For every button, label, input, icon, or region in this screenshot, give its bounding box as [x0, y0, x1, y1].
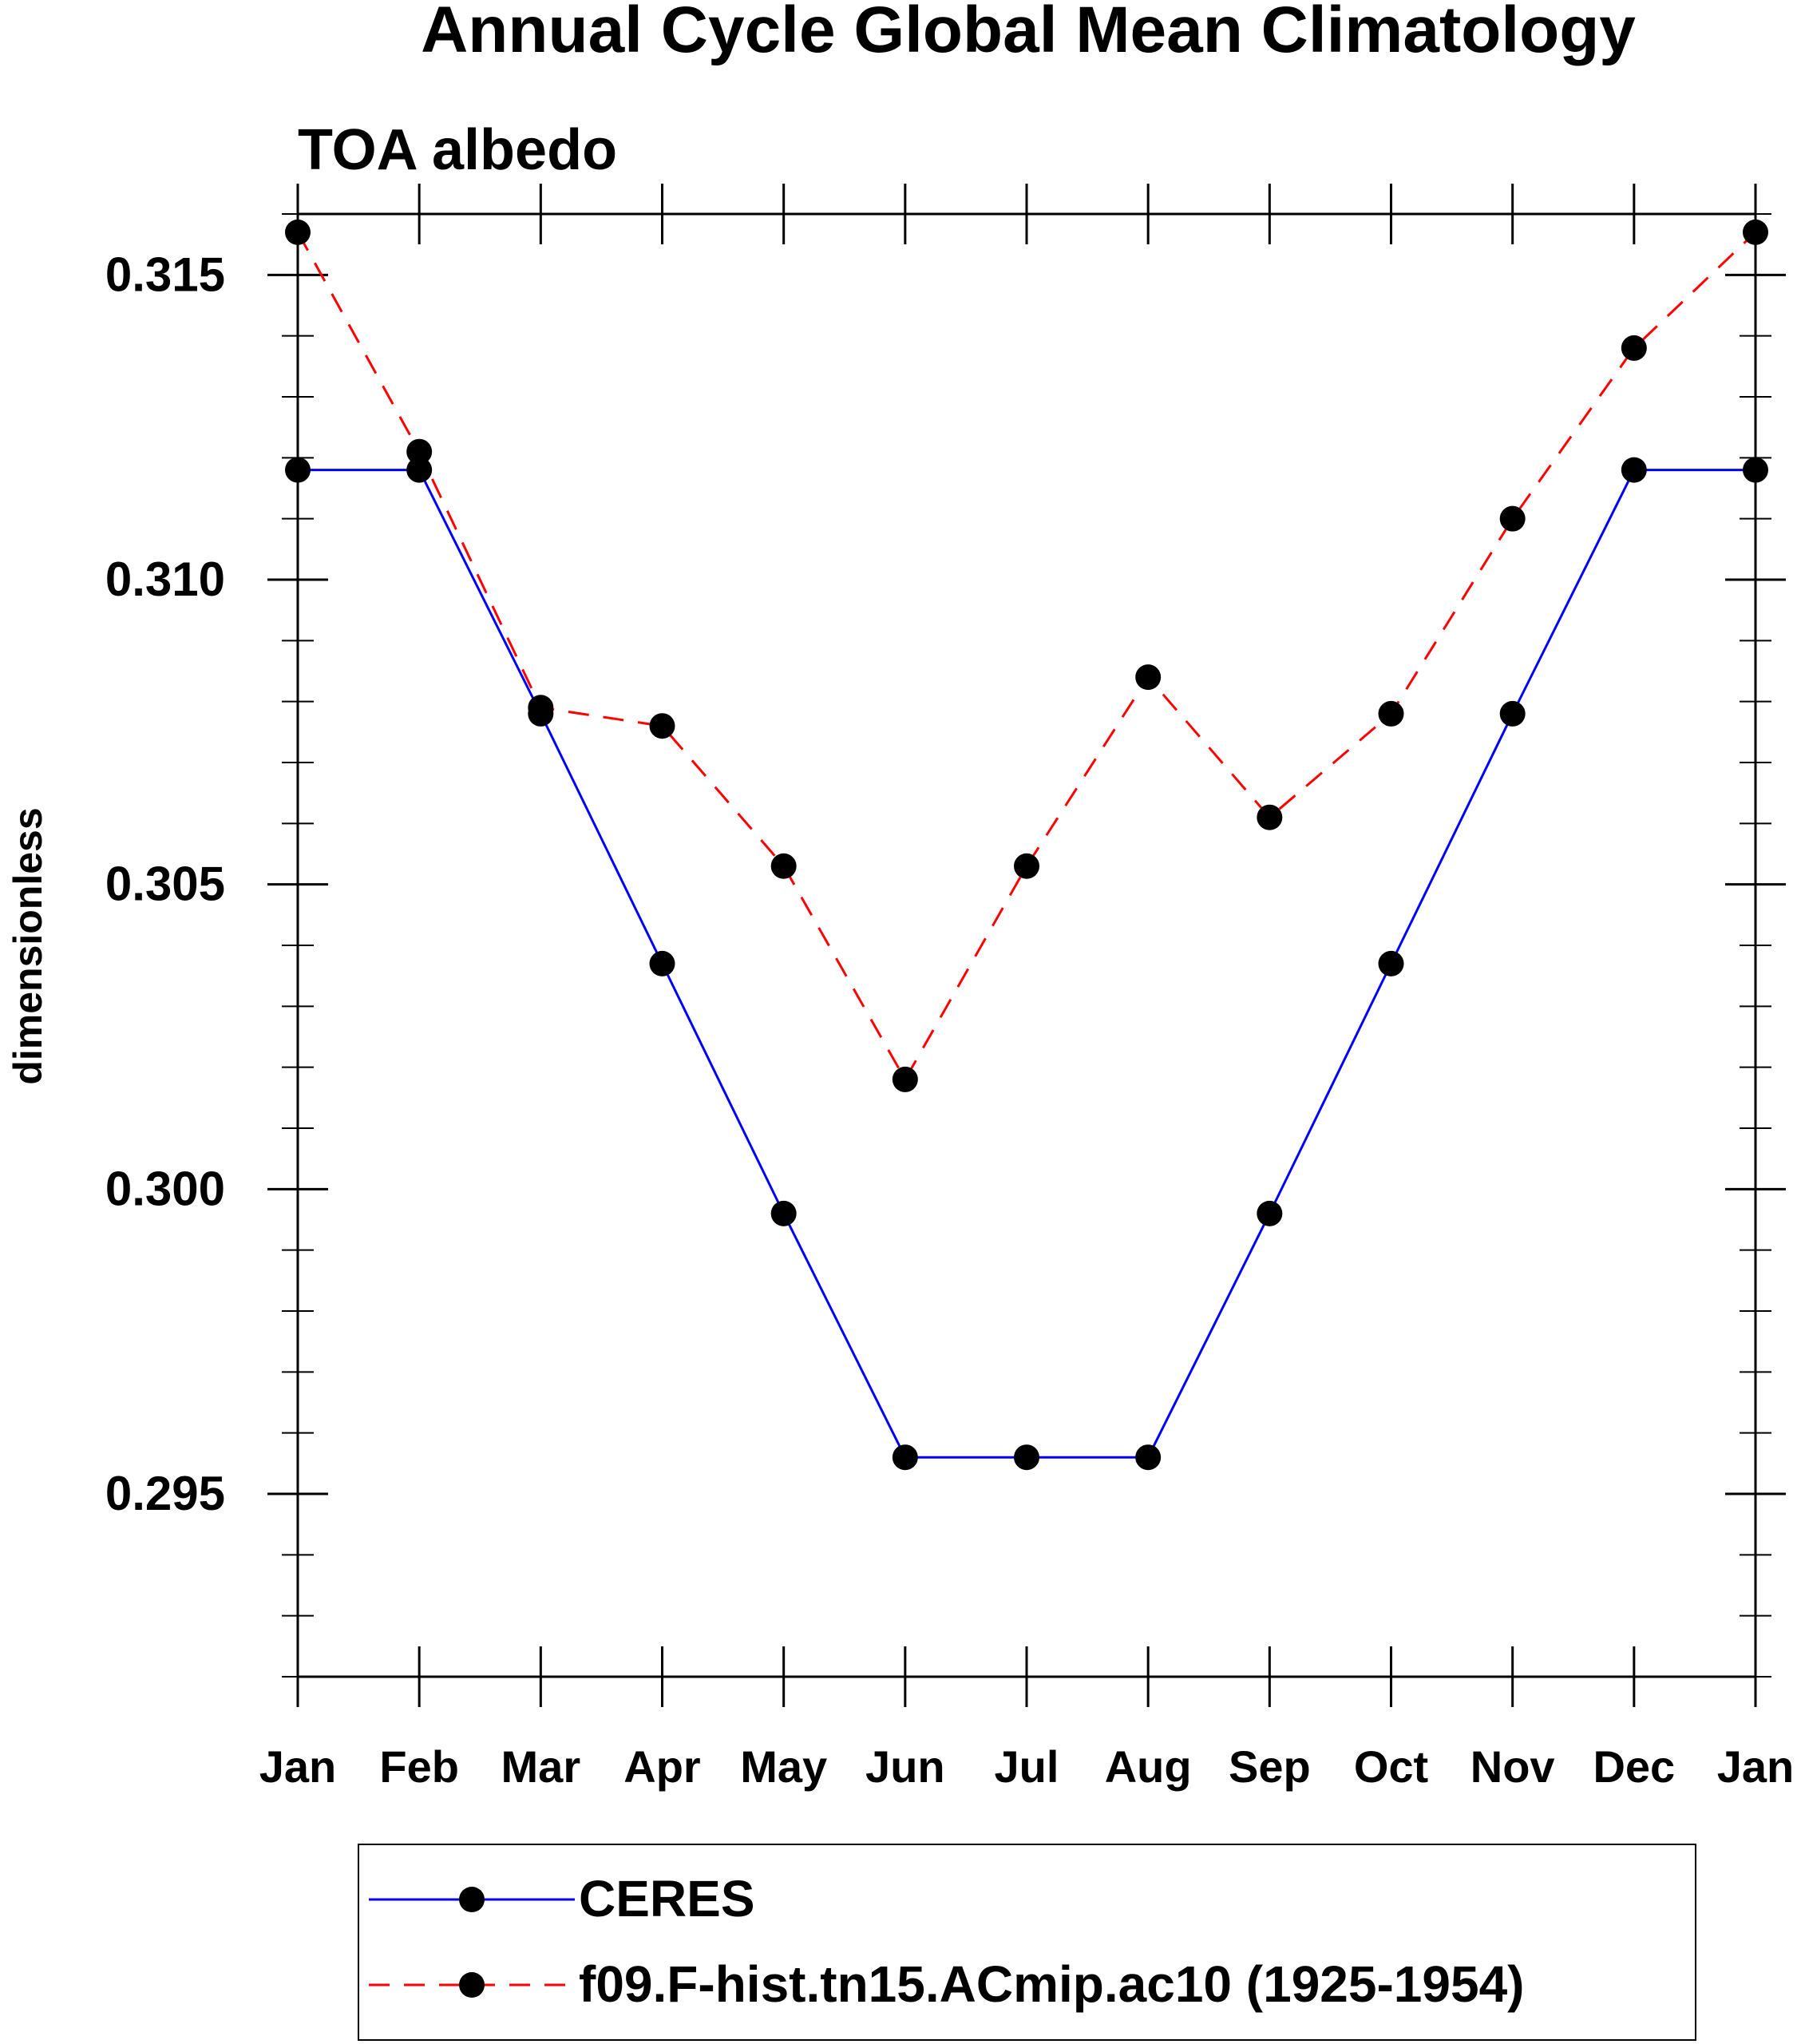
chart-subtitle: TOA albedo	[298, 118, 617, 182]
data-point-series-1	[1135, 664, 1162, 691]
data-point-series-1	[1621, 335, 1647, 361]
x-tick-label: Apr	[623, 1741, 700, 1792]
data-point-series-0	[1743, 457, 1768, 483]
data-point-series-1	[892, 1066, 918, 1092]
x-tick-label: Mar	[501, 1741, 581, 1792]
y-axis-label: dimensionless	[6, 807, 50, 1084]
series-lines	[296, 231, 1757, 1459]
data-point-series-1	[1499, 505, 1526, 532]
data-point-series-0	[1135, 1444, 1162, 1471]
data-point-series-0	[1014, 1444, 1039, 1471]
data-point-series-1	[770, 853, 797, 879]
data-point-series-1	[1257, 804, 1283, 830]
x-tick-label: Jul	[995, 1741, 1059, 1792]
data-point-series-0	[1378, 950, 1404, 976]
x-tick-label: Oct	[1354, 1741, 1428, 1792]
y-tick-label: 0.305	[105, 858, 225, 911]
x-tick-label: Jan	[1717, 1741, 1795, 1792]
x-tick-label: May	[740, 1741, 827, 1792]
data-point-series-0	[1257, 1200, 1283, 1226]
data-point-series-0	[406, 457, 433, 483]
data-point-series-1	[1378, 700, 1404, 727]
y-tick-labels: 0.295 0.300 0.305 0.310 0.315	[105, 248, 225, 1520]
data-point-series-0	[1621, 457, 1647, 483]
legend: CERES f09.F-hist.tn15.ACmip.ac10 (1925-1…	[358, 1844, 1696, 2041]
x-tick-label: Sep	[1229, 1741, 1311, 1792]
series-markers	[285, 219, 1768, 1471]
x-tick-label: Dec	[1593, 1741, 1675, 1792]
data-point-series-0	[1499, 700, 1526, 727]
y-tick-label: 0.295	[105, 1467, 225, 1520]
data-point-series-1	[1743, 219, 1768, 245]
data-point-series-0	[892, 1444, 918, 1471]
series-line-0	[298, 469, 1755, 1459]
x-tick-label: Aug	[1105, 1741, 1192, 1792]
x-tick-labels: Jan Feb Mar Apr May Jun Jul Aug Sep Oct Nov Dec Jan	[259, 1741, 1795, 1792]
series-line-1	[296, 231, 1757, 1082]
legend-marker-ceres	[459, 1887, 485, 1912]
data-point-series-1	[406, 438, 433, 465]
legend-label-ceres: CERES	[579, 1870, 755, 1927]
data-point-series-1	[528, 695, 554, 721]
x-tick-label: Feb	[379, 1741, 459, 1792]
y-tick-label: 0.300	[105, 1162, 225, 1215]
data-point-series-1	[285, 219, 311, 245]
axis-ticks	[267, 184, 1786, 1707]
y-tick-label: 0.315	[105, 248, 225, 301]
data-point-series-1	[649, 713, 675, 739]
data-point-series-1	[1014, 853, 1039, 879]
data-point-series-0	[285, 457, 311, 483]
data-point-series-0	[770, 1200, 797, 1226]
legend-box	[358, 1844, 1696, 2041]
data-point-series-0	[649, 950, 675, 976]
chart-title: Annual Cycle Global Mean Climatology	[421, 0, 1636, 66]
x-tick-label: Jun	[865, 1741, 945, 1792]
x-tick-label: Nov	[1470, 1741, 1555, 1792]
x-tick-label: Jan	[259, 1741, 337, 1792]
legend-label-model: f09.F-hist.tn15.ACmip.ac10 (1925-1954)	[579, 1955, 1524, 2013]
y-tick-label: 0.310	[105, 553, 225, 606]
legend-marker-model	[459, 1972, 485, 1998]
